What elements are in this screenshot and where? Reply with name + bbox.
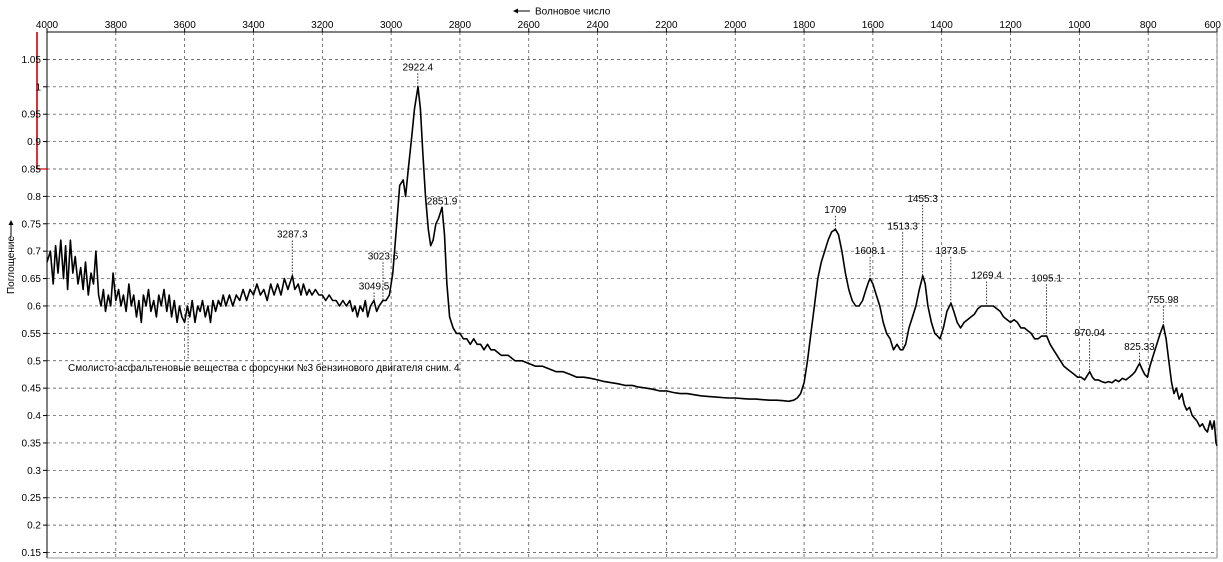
x-tick-label: 2000 [724,20,747,31]
x-tick-label: 2600 [518,20,541,31]
y-tick-label: 0.9 [27,137,41,148]
peak-label: 2922.4 [403,62,434,73]
y-tick-label: 0.45 [22,384,42,395]
x-tick-label: 1600 [862,20,885,31]
y-tick-label: 0.5 [27,356,41,367]
peak-label: 1373.5 [936,246,967,257]
y-tick-label: 1.05 [22,55,42,66]
y-tick-label: 0.7 [27,247,41,258]
annotation-text: Смолисто-асфальтеновые вещества с форсун… [68,362,460,374]
y-tick-label: 0.85 [22,164,42,175]
series-layer [46,86,1218,446]
peak-label: 1513.3 [887,221,918,232]
peak-label: 1709 [824,205,847,216]
left-arrow-icon [513,8,518,14]
x-tick-label: 600 [1204,20,1221,31]
x-tick-label: 3000 [380,20,403,31]
up-arrow-icon [8,220,14,225]
y-tick-label: 0.35 [22,438,42,449]
peak-label: 3049.5 [359,282,390,293]
x-tick-label: 1400 [931,20,954,31]
grid [46,32,1218,558]
x-tick-label: 3400 [242,20,265,31]
peak-label: 825.33 [1124,342,1155,353]
y-axis-title: Поглощение [6,220,17,294]
y-tick-label: 0.8 [27,192,41,203]
peak-label: 1095.1 [1031,273,1062,284]
y-tick-label: 0.4 [27,411,41,422]
peak-label: 1455.3 [907,194,938,205]
spectrum-line-0 [46,86,1218,446]
y-tick-label: 0.55 [22,329,42,340]
y-tick-label: 0.25 [22,493,42,504]
peak-label: 970.04 [1074,328,1105,339]
peak-label: 3023.6 [368,251,399,262]
peak-label: 755.98 [1148,295,1179,306]
y-tick-label: 0.15 [22,548,42,559]
x-tick-label: 3200 [311,20,334,31]
x-tick-label: 2200 [655,20,678,31]
x-tick-label: 4000 [36,20,59,31]
y-tick-label: 0.95 [22,110,42,121]
axes [36,28,1218,559]
x-tick-label: 3800 [105,20,128,31]
x-tick-label: 1000 [1068,20,1091,31]
peak-labels: 3287.3 3049.5 3023.6 2922.4 2851.9 1709 1608.1… [277,62,1179,372]
x-tick-label: 2800 [449,20,472,31]
x-tick-labels: 4000 3800 3600 3400 3200 3000 2800 2600 2400 2200… [36,20,1222,31]
y-axis-label: Поглощение [6,236,17,294]
peak-label: 2851.9 [427,197,458,208]
peak-label: 1269.4 [971,271,1002,282]
y-tick-label: 0.65 [22,274,42,285]
x-axis-label: Волновое число [535,7,611,18]
y-tick-label: 0.3 [27,466,41,477]
x-tick-label: 800 [1140,20,1157,31]
y-tick-label: 0.2 [27,521,41,532]
y-tick-label: 1 [35,82,41,93]
annotation-layer: Смолисто-асфальтеновые вещества с форсун… [68,303,460,374]
peak-label: 3287.3 [277,229,308,240]
y-tick-label: 0.75 [22,219,42,230]
y-tick-labels: 0.15 0.2 0.25 0.3 0.35 0.4 0.45 0.5 0.55 0.6 0.65 0… [22,55,42,559]
x-tick-label: 3600 [174,20,197,31]
x-tick-label: 1800 [793,20,816,31]
x-axis-title: Волновое число [513,7,611,18]
x-tick-label: 2400 [586,20,609,31]
x-tick-label: 1200 [999,20,1022,31]
y-tick-label: 0.6 [27,301,41,312]
peak-label: 1608.1 [855,246,886,257]
